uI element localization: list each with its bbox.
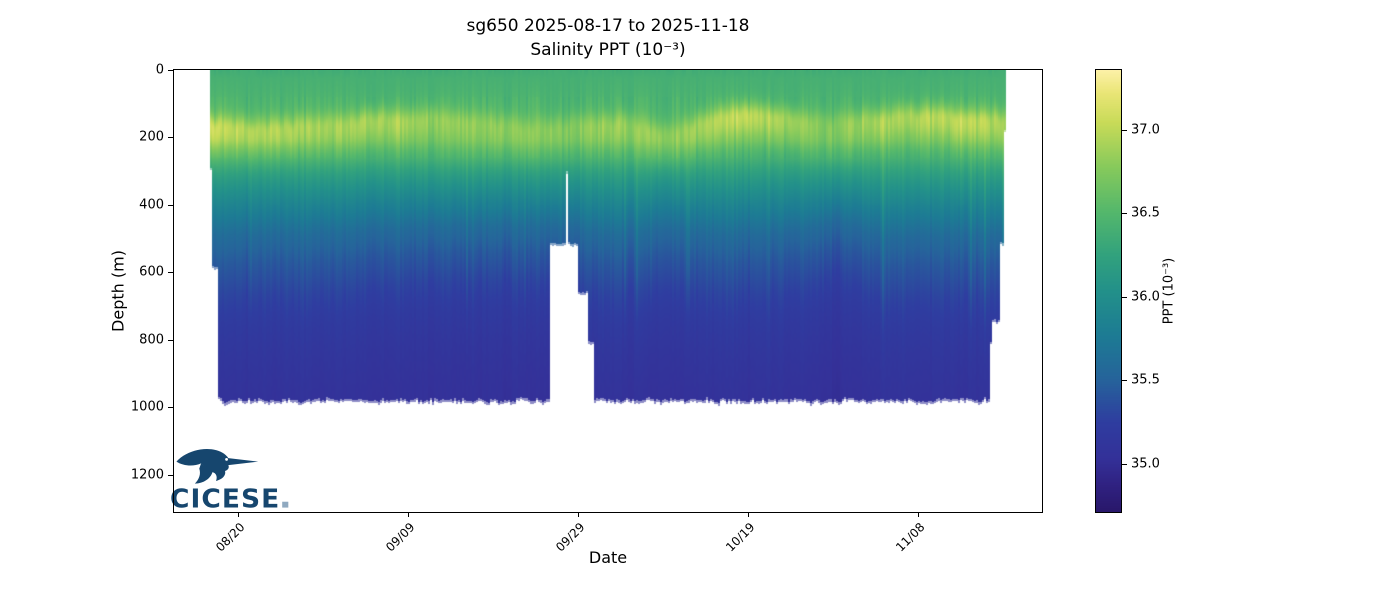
y-tick [168,339,173,341]
x-tick [748,512,749,517]
y-tick-label: 1000 [130,399,164,415]
colorbar-tick [1122,213,1127,215]
colorbar-tick [1122,463,1127,465]
colorbar-tick [1122,380,1127,382]
y-tick-label: 1200 [130,467,164,483]
y-tick [168,407,173,409]
plot-title: sg650 2025-08-17 to 2025-11-18 [466,16,750,36]
y-tick [168,204,173,206]
x-tick [918,512,919,517]
cicese-logo-text: CICESE [170,487,289,513]
y-tick-label: 400 [139,197,164,213]
y-tick [168,474,173,476]
colorbar-tick [1122,296,1127,298]
cicese-logo: CICESE [170,444,289,516]
colorbar-tick-label: 36.5 [1131,205,1160,221]
x-tick [408,512,409,517]
x-tick [238,512,239,517]
colorbar-tick-label: 37.0 [1131,122,1160,138]
y-tick-label: 800 [139,332,164,348]
colorbar-tick-label: 35.0 [1131,456,1160,472]
y-tick [168,70,173,71]
pelican-icon [176,448,259,484]
y-tick [168,137,173,139]
colorbar-tick-label: 36.0 [1131,289,1160,305]
x-axis-label: Date [588,548,628,567]
cicese-logo-dot [282,501,289,508]
x-tick [578,512,579,517]
plot-subtitle: Salinity PPT (10⁻³) [530,40,686,60]
colorbar-tick-label: 35.5 [1131,372,1160,388]
colorbar-tick [1122,130,1127,132]
y-tick-label: 200 [139,129,164,145]
y-axis-label: Depth (m) [108,250,128,332]
colorbar-label: PPT (10⁻³) [1161,257,1177,325]
salinity-heatmap-canvas [174,70,1042,512]
colorbar-frame [1095,69,1122,513]
y-tick [168,272,173,274]
colorbar-gradient [1096,70,1121,512]
y-tick-label: 600 [139,264,164,280]
y-tick-label: 0 [155,62,164,78]
